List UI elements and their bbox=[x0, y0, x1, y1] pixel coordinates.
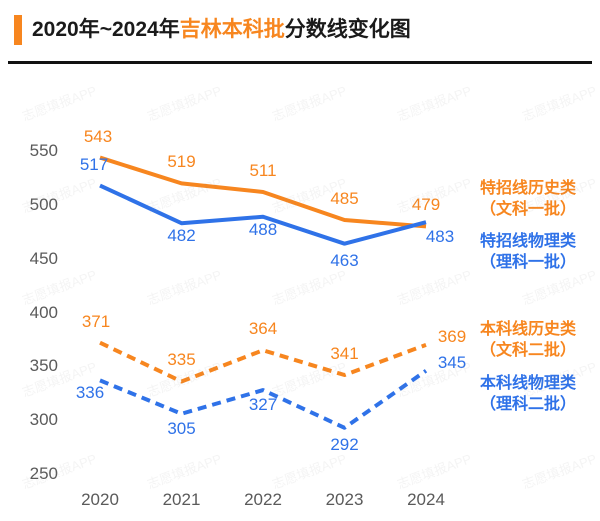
legend-item-label-line2: （理科一批） bbox=[479, 254, 576, 271]
data-label: 327 bbox=[248, 395, 278, 415]
title-accent-bar bbox=[14, 15, 22, 45]
x-axis-tick: 2020 bbox=[81, 490, 119, 509]
legend-item-label-line1: 特招线历史类 bbox=[479, 180, 576, 197]
x-axis-tick: 2023 bbox=[325, 490, 364, 509]
legend-item-label-line2: （文科二批） bbox=[479, 342, 576, 359]
data-label: 371 bbox=[81, 311, 111, 331]
series-line-2 bbox=[99, 183, 427, 246]
data-label: 488 bbox=[248, 219, 278, 239]
legend-item-2[interactable]: 特招线物理类 （理科一批） bbox=[458, 231, 598, 273]
line-chart: 250 300 350 400 450 500 550 2020 2021 2022 2023 20… bbox=[0, 63, 600, 521]
series-line-4 bbox=[99, 369, 428, 430]
data-label: 519 bbox=[167, 152, 196, 172]
series-line-1 bbox=[99, 155, 427, 229]
data-label: 364 bbox=[248, 319, 278, 339]
data-label: 483 bbox=[425, 227, 455, 247]
x-axis-tick: 2024 bbox=[407, 490, 445, 509]
data-label: 463 bbox=[330, 250, 359, 270]
data-label: 335 bbox=[167, 350, 196, 370]
data-label: 345 bbox=[437, 352, 467, 372]
legend-item-4[interactable]: 本科线物理类 （理科二批） bbox=[458, 373, 598, 415]
series-line-3 bbox=[99, 340, 427, 384]
y-axis-tick: 350 bbox=[29, 356, 58, 376]
y-axis-tick: 250 bbox=[29, 464, 58, 483]
header-divider bbox=[8, 61, 592, 64]
y-axis-tick: 500 bbox=[29, 194, 58, 214]
legend-item-1[interactable]: 特招线历史类 （文科一批） bbox=[458, 178, 598, 220]
y-axis-tick: 450 bbox=[29, 248, 58, 268]
x-axis-tick: 2021 bbox=[162, 490, 201, 509]
data-label: 341 bbox=[330, 344, 359, 364]
chart-svg bbox=[99, 155, 428, 430]
y-axis-tick: 400 bbox=[29, 302, 58, 322]
page-title-suffix: 分数线变化图 bbox=[284, 18, 411, 41]
y-axis-tick: 300 bbox=[29, 410, 58, 430]
data-label: 336 bbox=[75, 383, 105, 403]
data-label: 305 bbox=[167, 418, 196, 438]
data-label: 292 bbox=[330, 434, 359, 454]
data-label: 482 bbox=[167, 226, 196, 246]
data-label: 517 bbox=[79, 154, 109, 174]
legend-item-label-line1: 本科线历史类 bbox=[479, 321, 576, 338]
y-axis-tick: 550 bbox=[29, 141, 58, 160]
data-label: 485 bbox=[330, 188, 359, 208]
page-title-highlight: 吉林本科批 bbox=[179, 18, 285, 41]
page-header: 2020年~2024年吉林本科批分数线变化图 bbox=[0, 0, 600, 64]
legend-item-label-line1: 特招线物理类 bbox=[479, 233, 576, 250]
data-label: 369 bbox=[437, 326, 467, 346]
x-axis-tick: 2022 bbox=[244, 490, 282, 509]
data-label: 479 bbox=[411, 195, 441, 215]
data-label: 543 bbox=[83, 126, 113, 146]
page-title: 2020年~2024年吉林本科批分数线变化图 bbox=[32, 16, 411, 44]
legend-item-label-line1: 本科线物理类 bbox=[479, 375, 576, 392]
legend-item-3[interactable]: 本科线历史类 （文科二批） bbox=[458, 319, 598, 361]
legend-item-label-line2: （理科二批） bbox=[479, 396, 576, 413]
data-label: 511 bbox=[249, 160, 277, 180]
page-title-prefix: 2020年~2024年 bbox=[32, 18, 180, 41]
legend-item-label-line2: （文科一批） bbox=[479, 201, 576, 218]
